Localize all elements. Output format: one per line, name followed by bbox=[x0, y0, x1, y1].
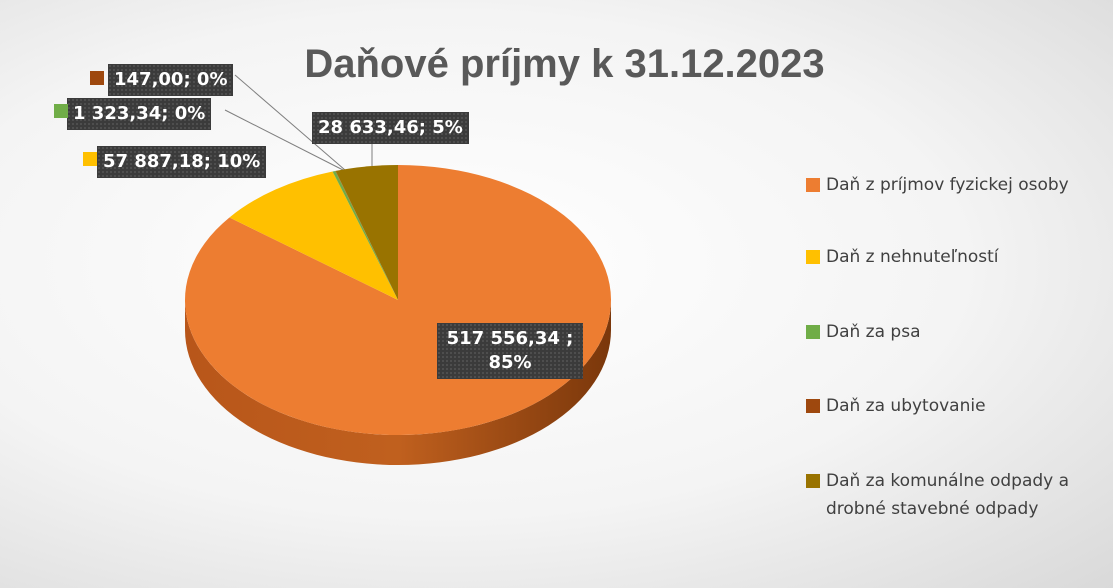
leader-line bbox=[224, 109, 344, 171]
legend-key bbox=[806, 325, 820, 339]
pie-top bbox=[185, 165, 612, 435]
data-label: 147,00; 0% bbox=[108, 64, 234, 96]
data-label: 28 633,46; 5% bbox=[312, 112, 469, 144]
pie-slice bbox=[335, 165, 398, 300]
legend-key bbox=[806, 178, 820, 192]
legend-label: Daň za ubytovanie bbox=[826, 396, 986, 416]
leader-line bbox=[234, 74, 346, 171]
data-label-key bbox=[83, 152, 97, 166]
legend-label: Daň z nehnuteľností bbox=[826, 247, 999, 267]
data-label-key bbox=[54, 104, 68, 118]
data-label: 57 887,18; 10% bbox=[97, 146, 267, 178]
legend-key bbox=[806, 250, 820, 264]
pie-slice bbox=[335, 170, 398, 300]
legend-key bbox=[806, 399, 820, 413]
pie-side bbox=[185, 300, 611, 465]
legend-key bbox=[806, 474, 820, 488]
data-label-key bbox=[90, 71, 104, 85]
data-label: 1 323,34; 0% bbox=[67, 98, 212, 130]
legend-label: Daň za komunálne odpady a drobné stavebn… bbox=[826, 471, 1070, 519]
data-label: 517 556,34 ; 85% bbox=[437, 323, 583, 379]
legend-label: Daň z príjmov fyzickej osoby bbox=[826, 175, 1069, 195]
pie-slice bbox=[332, 170, 398, 300]
pie-slice bbox=[229, 171, 398, 300]
chart-title: Daňové príjmy k 31.12.2023 bbox=[304, 42, 825, 86]
legend-label: Daň za psa bbox=[826, 322, 921, 342]
